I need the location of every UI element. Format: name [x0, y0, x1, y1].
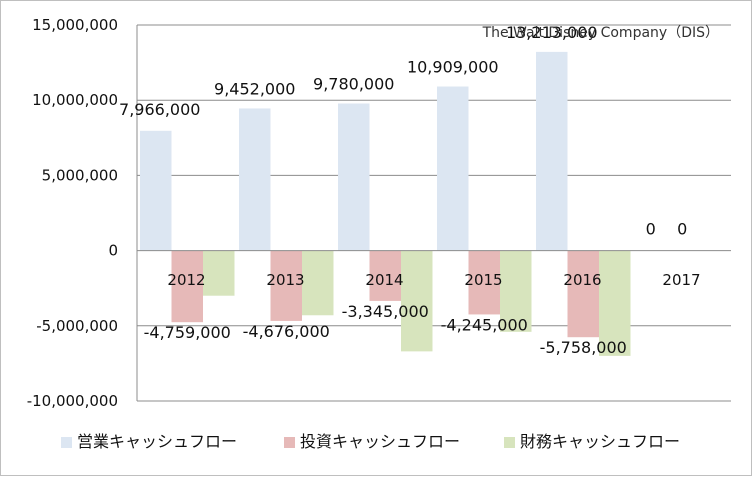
- legend-swatch: [61, 437, 72, 448]
- bar-1-2014: [369, 250, 401, 301]
- bar-2-2016: [599, 250, 631, 356]
- y-tick-label: 0: [108, 242, 118, 260]
- y-tick-label: 5,000,000: [42, 166, 118, 184]
- bar-0-2015: [437, 86, 469, 251]
- bar-1-2015: [468, 250, 500, 315]
- data-label: 0: [646, 220, 656, 239]
- bar-2-2014: [401, 250, 433, 352]
- legend-entry: 営業キャッシュフロー: [61, 432, 237, 451]
- category-label: 2016: [563, 271, 601, 289]
- bar-0-2013: [239, 108, 271, 251]
- bar-0-2016: [536, 51, 568, 251]
- legend-entry: 投資キャッシュフロー: [284, 432, 460, 451]
- category-label: 2015: [464, 271, 502, 289]
- legend-entry: 財務キャッシュフロー: [504, 432, 680, 451]
- y-tick-label: -10,000,000: [27, 392, 118, 410]
- data-label: -3,345,000: [342, 302, 429, 321]
- bar-1-2013: [270, 250, 302, 321]
- gridlines: [137, 24, 731, 402]
- legend-swatch: [284, 437, 295, 448]
- bar-0-2012: [140, 130, 172, 251]
- bar-1-2012: [171, 250, 203, 323]
- category-label: 2014: [365, 271, 403, 289]
- category-labels: 2012 2013 2014 2015 2016 2017: [167, 271, 700, 289]
- data-label: 9,452,000: [214, 79, 295, 98]
- legend-label: 投資キャッシュフロー: [300, 432, 460, 451]
- data-label: 0: [677, 220, 687, 239]
- y-tick-label: 15,000,000: [32, 16, 118, 34]
- y-tick-label: 10,000,000: [32, 91, 118, 109]
- data-label: -4,759,000: [144, 323, 231, 342]
- category-label: 2013: [266, 271, 304, 289]
- bar-2-2012: [203, 250, 235, 296]
- data-label: 7,966,000: [119, 100, 200, 119]
- data-label: -5,758,000: [540, 338, 627, 357]
- bar-1-2016: [567, 250, 599, 338]
- data-labels: 7,966,000 9,452,000 9,780,000 10,909,000 13,…: [119, 23, 687, 357]
- category-label: 2017: [662, 271, 700, 289]
- bar-2-2015: [500, 250, 532, 332]
- y-tick-label: -5,000,000: [36, 317, 118, 335]
- bar-2-2013: [302, 250, 334, 316]
- data-label: 9,780,000: [313, 75, 394, 94]
- legend-label: 財務キャッシュフロー: [520, 432, 680, 451]
- legend: 営業キャッシュフロー 投資キャッシュフロー 財務キャッシュフロー: [61, 432, 680, 451]
- legend-label: 営業キャッシュフロー: [77, 432, 237, 451]
- axes: -10,000,000 -5,000,000 0 5,000,000 10,000,00…: [27, 16, 731, 410]
- data-label: -4,245,000: [441, 315, 528, 334]
- category-label: 2012: [167, 271, 205, 289]
- data-label: 13,213,000: [506, 23, 598, 42]
- data-label: 10,909,000: [407, 58, 499, 77]
- data-label: -4,676,000: [243, 322, 330, 341]
- chart-title: The Walt Disney Company（DIS）: [482, 25, 719, 41]
- legend-swatch: [504, 437, 515, 448]
- bar-0-2014: [338, 103, 370, 251]
- bars: [140, 51, 631, 356]
